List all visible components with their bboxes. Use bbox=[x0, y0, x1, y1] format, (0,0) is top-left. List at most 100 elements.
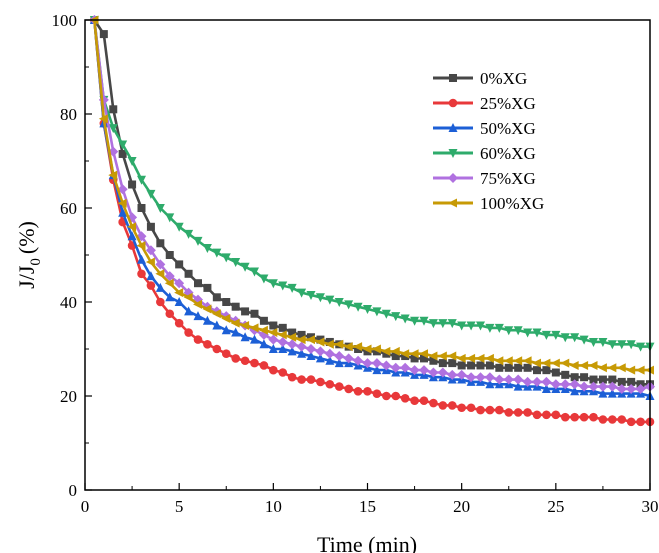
data-point bbox=[315, 337, 325, 347]
legend-label: 75%XG bbox=[480, 169, 536, 188]
data-point bbox=[137, 204, 146, 212]
data-point bbox=[466, 372, 477, 383]
data-point bbox=[598, 337, 608, 347]
y-tick-label: 60 bbox=[60, 199, 77, 218]
data-point bbox=[334, 351, 345, 362]
data-point bbox=[240, 332, 250, 342]
data-point bbox=[495, 363, 504, 372]
data-point bbox=[297, 288, 307, 298]
data-point bbox=[580, 373, 589, 382]
data-point bbox=[541, 358, 551, 368]
data-point bbox=[541, 383, 551, 393]
legend-marker bbox=[448, 149, 458, 158]
data-point bbox=[240, 262, 250, 272]
data-point bbox=[334, 339, 344, 349]
legend-item: 100%XG bbox=[433, 194, 544, 213]
data-point bbox=[428, 351, 438, 361]
data-point bbox=[174, 288, 184, 298]
data-point bbox=[231, 327, 241, 337]
data-point bbox=[467, 361, 476, 370]
data-point bbox=[164, 271, 175, 282]
data-point bbox=[400, 349, 410, 359]
data-point bbox=[485, 379, 495, 389]
data-point bbox=[371, 358, 382, 369]
data-point bbox=[475, 372, 486, 383]
data-point bbox=[221, 325, 231, 335]
data-point bbox=[240, 356, 250, 366]
data-point bbox=[390, 362, 401, 373]
data-point bbox=[278, 368, 288, 377]
data-point bbox=[542, 410, 551, 420]
data-point bbox=[598, 388, 608, 398]
data-point bbox=[306, 335, 315, 345]
data-point bbox=[542, 366, 551, 375]
data-point bbox=[636, 417, 645, 427]
data-point bbox=[203, 340, 212, 349]
data-point bbox=[137, 254, 146, 264]
data-point bbox=[155, 282, 165, 292]
data-point bbox=[551, 368, 560, 377]
data-point bbox=[268, 279, 278, 289]
data-point bbox=[626, 383, 637, 394]
data-point bbox=[523, 328, 533, 338]
y-tick-label: 0 bbox=[69, 481, 78, 500]
data-point bbox=[523, 408, 532, 417]
x-tick-label: 10 bbox=[265, 497, 282, 516]
data-point bbox=[287, 339, 298, 350]
data-point bbox=[287, 332, 297, 342]
data-point bbox=[127, 231, 137, 241]
data-point bbox=[372, 307, 382, 317]
data-point bbox=[315, 353, 325, 363]
data-point bbox=[268, 334, 279, 345]
data-point bbox=[617, 377, 626, 386]
data-point bbox=[146, 222, 155, 231]
data-point bbox=[391, 312, 401, 322]
data-point bbox=[390, 346, 400, 356]
data-point bbox=[589, 337, 598, 347]
data-point bbox=[221, 253, 231, 263]
data-point bbox=[353, 302, 363, 312]
data-point bbox=[579, 412, 589, 422]
data-point bbox=[476, 405, 485, 415]
data-point bbox=[155, 259, 166, 270]
data-point bbox=[569, 379, 580, 390]
data-point bbox=[419, 396, 429, 406]
data-point bbox=[306, 351, 316, 361]
data-point bbox=[456, 353, 466, 363]
data-point bbox=[212, 344, 222, 354]
data-point bbox=[287, 372, 297, 382]
data-point bbox=[118, 140, 128, 150]
data-point bbox=[343, 353, 354, 364]
data-point bbox=[391, 352, 400, 361]
data-point bbox=[99, 30, 108, 39]
data-point bbox=[626, 417, 636, 427]
data-point bbox=[222, 298, 231, 306]
data-point bbox=[513, 408, 523, 417]
data-point bbox=[306, 290, 316, 300]
data-point bbox=[344, 384, 353, 394]
data-point bbox=[410, 396, 419, 406]
data-point bbox=[136, 241, 146, 251]
data-point bbox=[316, 377, 325, 387]
data-point bbox=[381, 360, 392, 371]
data-point bbox=[485, 361, 494, 370]
data-point bbox=[269, 365, 278, 375]
data-point bbox=[277, 330, 287, 340]
data-point bbox=[466, 353, 476, 363]
data-point bbox=[598, 415, 608, 424]
data-point bbox=[164, 278, 174, 288]
data-point bbox=[550, 379, 561, 390]
series-line bbox=[93, 19, 650, 386]
data-point bbox=[202, 304, 212, 314]
data-point bbox=[231, 302, 240, 311]
data-point bbox=[287, 283, 297, 293]
data-point bbox=[410, 316, 420, 326]
data-point bbox=[250, 267, 259, 277]
data-point bbox=[532, 328, 542, 338]
data-point bbox=[193, 299, 202, 309]
series-line bbox=[93, 19, 651, 398]
series-50%XG bbox=[89, 15, 655, 400]
data-point bbox=[457, 361, 466, 370]
data-point bbox=[513, 374, 524, 385]
data-point bbox=[419, 316, 429, 326]
